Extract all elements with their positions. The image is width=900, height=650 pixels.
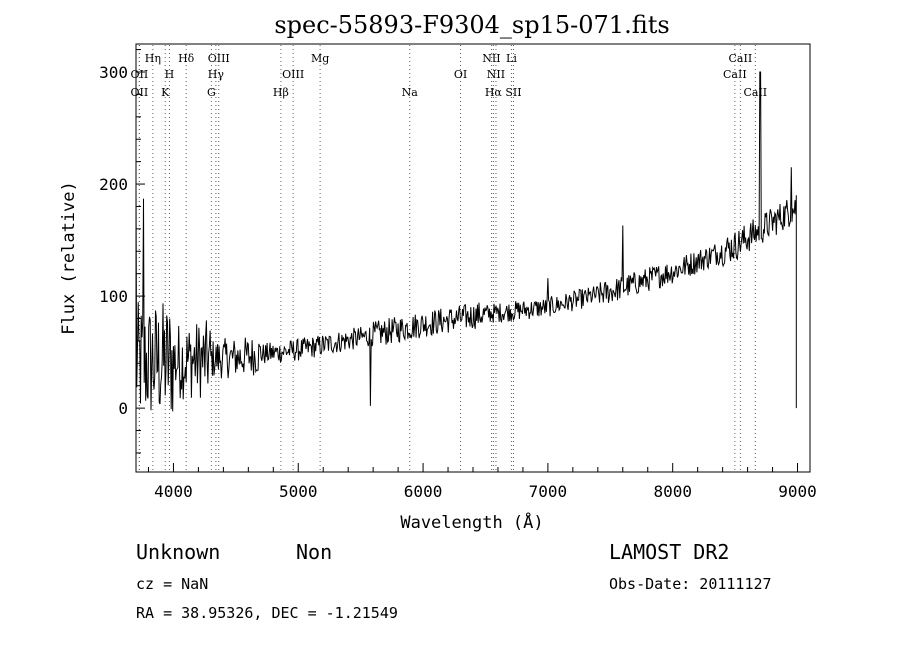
- line-marker-label: Hβ: [273, 86, 289, 99]
- line-marker-label: SII: [505, 86, 521, 99]
- line-marker-label: NII: [487, 68, 505, 81]
- x-tick-label: 5000: [279, 482, 318, 501]
- class-text: Unknown: [136, 540, 221, 564]
- cz-text: cz = NaN: [136, 575, 209, 593]
- line-marker-label: Hγ: [208, 68, 225, 81]
- x-tick-label: 7000: [529, 482, 568, 501]
- line-marker-label: OI: [454, 68, 467, 81]
- line-marker-label: OII: [131, 68, 149, 81]
- line-marker-label: H: [165, 68, 175, 81]
- spectrum-line: [135, 71, 797, 412]
- line-marker-label: NII: [482, 52, 500, 65]
- line-marker-label: K: [161, 86, 170, 99]
- x-axis-label: Wavelength (Å): [400, 511, 543, 533]
- line-marker-label: OII: [131, 86, 149, 99]
- y-tick-label: 300: [99, 63, 128, 82]
- line-marker-label: Hη: [145, 52, 161, 65]
- y-tick-label: 200: [99, 175, 128, 194]
- line-marker-label: Hδ: [178, 52, 195, 65]
- chart-title: spec-55893-F9304_sp15-071.fits: [274, 11, 669, 39]
- line-marker-label: OIII: [208, 52, 230, 65]
- x-tick-label: 4000: [154, 482, 193, 501]
- x-tick-label: 6000: [404, 482, 443, 501]
- x-tick-label: 8000: [653, 482, 692, 501]
- line-marker-label: CaII: [743, 86, 767, 99]
- y-tick-label: 100: [99, 287, 128, 306]
- line-marker-label: Na: [402, 86, 419, 99]
- y-axis-label: Flux (relative): [59, 181, 79, 335]
- survey-text: LAMOST DR2: [609, 540, 730, 564]
- coords-text: RA = 38.95326, DEC = -1.21549: [136, 604, 398, 622]
- line-marker-label: Mg: [311, 52, 329, 65]
- line-marker-label: OIII: [282, 68, 304, 81]
- line-marker-label: Hα: [485, 86, 503, 99]
- subclass-text: Non: [296, 540, 333, 564]
- line-marker-label: G: [207, 86, 216, 99]
- line-marker-label: Li: [506, 52, 517, 65]
- x-axis-ticks: 4000 5000 6000 7000 8000 9000: [147, 463, 817, 501]
- line-marker-label: CaII: [723, 68, 747, 81]
- obs-date-text: Obs-Date: 20111127: [609, 575, 772, 593]
- line-marker-label: CaII: [729, 52, 753, 65]
- y-axis-ticks: 0 100 200 300: [99, 49, 145, 454]
- y-tick-label: 0: [118, 399, 128, 418]
- line-marker-group: OII OII Hη HK Hδ OIII Hγ G Hβ OIII Mg Na OI NII NII Hα L…: [131, 45, 767, 471]
- x-tick-label: 9000: [778, 482, 817, 501]
